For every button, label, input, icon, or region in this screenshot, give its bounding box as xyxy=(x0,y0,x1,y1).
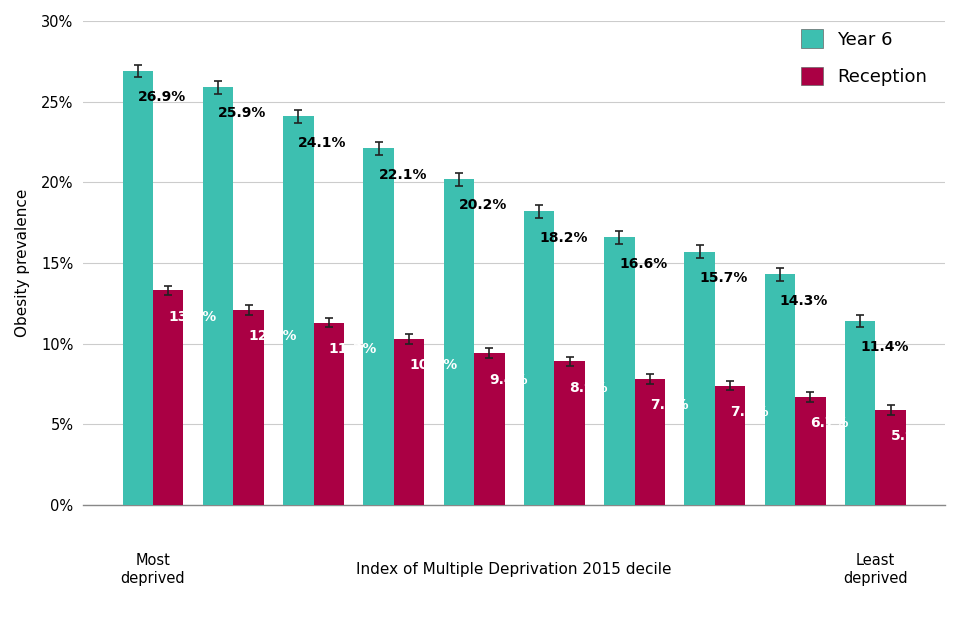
Text: 25.9%: 25.9% xyxy=(218,106,266,120)
Bar xyxy=(153,291,183,505)
Text: 11.4%: 11.4% xyxy=(860,340,908,355)
Bar xyxy=(233,310,264,505)
Text: 16.6%: 16.6% xyxy=(619,257,667,271)
Bar xyxy=(394,339,424,505)
Bar xyxy=(203,87,233,505)
Text: 13.3%: 13.3% xyxy=(168,310,217,324)
Bar xyxy=(635,379,665,505)
Text: 8.9%: 8.9% xyxy=(569,381,609,395)
Text: 7.4%: 7.4% xyxy=(730,405,769,419)
Bar xyxy=(554,362,585,505)
Bar xyxy=(764,275,795,505)
Bar xyxy=(795,397,826,505)
Bar xyxy=(283,116,314,505)
Text: 14.3%: 14.3% xyxy=(780,294,828,308)
Text: 5.9%: 5.9% xyxy=(891,429,929,443)
Text: 22.1%: 22.1% xyxy=(378,168,427,182)
Bar xyxy=(684,252,715,505)
Text: 11.3%: 11.3% xyxy=(328,342,377,356)
Bar xyxy=(314,323,344,505)
Text: Most
deprived: Most deprived xyxy=(121,554,185,586)
Bar xyxy=(363,148,394,505)
Text: 6.7%: 6.7% xyxy=(810,416,849,430)
Bar xyxy=(715,385,745,505)
Text: Least
deprived: Least deprived xyxy=(843,554,907,586)
Bar xyxy=(444,179,474,505)
Bar xyxy=(524,211,554,505)
Text: 10.3%: 10.3% xyxy=(409,358,457,372)
Text: 12.1%: 12.1% xyxy=(249,329,297,343)
Text: 9.4%: 9.4% xyxy=(490,372,528,387)
Text: 26.9%: 26.9% xyxy=(137,90,186,104)
Bar xyxy=(123,71,153,505)
Text: 24.1%: 24.1% xyxy=(299,136,347,150)
Bar xyxy=(876,410,906,505)
Legend: Year 6, Reception: Year 6, Reception xyxy=(792,20,936,95)
Text: 20.2%: 20.2% xyxy=(459,198,507,212)
Y-axis label: Obesity prevalence: Obesity prevalence xyxy=(15,189,30,337)
Text: 15.7%: 15.7% xyxy=(700,271,748,285)
Text: 18.2%: 18.2% xyxy=(540,230,588,244)
Bar xyxy=(604,237,635,505)
Bar xyxy=(845,321,876,505)
Bar xyxy=(474,353,505,505)
Text: 7.8%: 7.8% xyxy=(650,399,688,412)
X-axis label: Index of Multiple Deprivation 2015 decile: Index of Multiple Deprivation 2015 decil… xyxy=(356,562,672,577)
